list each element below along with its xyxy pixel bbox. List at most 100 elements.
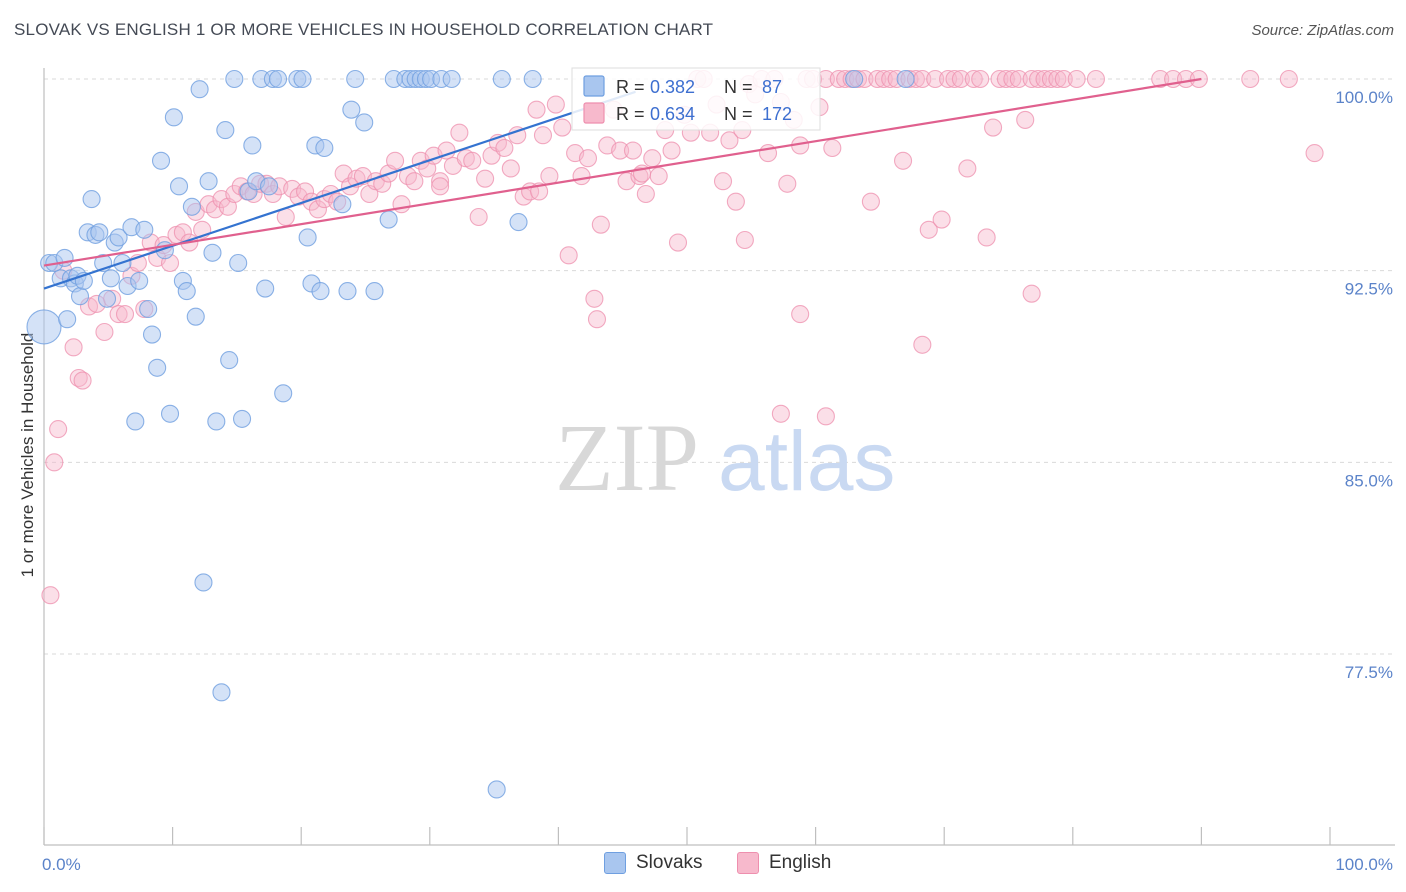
slovaks-point [509,213,528,232]
english-point [958,159,977,178]
english-point [508,126,527,145]
english-point [1086,69,1105,89]
english-point [623,141,643,160]
english-point [893,151,913,170]
gridlines [44,78,1395,655]
english-point [868,69,887,89]
slovaks-point [109,228,128,247]
english-point [546,95,565,114]
english-point [450,123,469,142]
english-point [643,149,662,168]
slovaks-point [365,282,384,301]
english-point [1241,69,1260,89]
english-point [919,220,938,239]
slovaks-point [169,177,189,196]
slovaks-point [342,100,361,119]
slovaks-point [177,282,196,301]
chart-title: SLOVAK VS ENGLISH 1 OR MORE VEHICLES IN … [14,20,714,39]
english-point [405,172,424,191]
watermark: ZIP atlas [555,404,895,511]
english-point [115,305,135,324]
english-point [591,215,610,234]
stats-swatch-slovaks [583,75,605,97]
english-point [951,69,970,89]
english-point [1305,144,1324,163]
english-point [95,322,114,342]
slovaks-point [256,279,275,298]
english-point [932,210,951,229]
legend-item-slovaks[interactable]: Slovaks [604,852,703,874]
english-point [1022,69,1041,89]
slovaks-trendline [43,90,636,290]
slovaks-point [492,69,511,89]
english-point [996,69,1015,89]
slovaks-point [333,195,352,214]
x-tick-label-1: 100.0% [1335,855,1393,874]
english-point [977,228,996,247]
source-label: Source: ZipAtlas.com [1251,22,1394,39]
english-point [1016,110,1035,129]
trendlines [43,77,1202,290]
slovaks-point [142,325,162,344]
slovaks-point [139,299,158,319]
axes [43,68,1395,846]
legend-swatch-english [737,852,759,874]
slovaks-point [82,190,101,209]
english-point [1279,69,1298,89]
english-point [778,174,797,193]
english-points [41,69,1324,605]
english-point [109,305,128,324]
english-point [971,69,990,89]
slovaks-point [896,69,915,89]
slovaks-point [232,409,252,428]
english-point [611,141,630,160]
slovaks-point [212,683,231,702]
english-point [636,184,655,204]
slovaks-point [355,113,374,132]
slovaks-point [90,223,109,242]
english-point [823,138,842,158]
english-point [964,69,983,89]
english-point [308,200,327,219]
english-point [296,182,315,201]
slovaks-point [315,138,334,158]
stats-legend: R = 0.382 N = 87 R = 0.634 N = 172 [571,67,821,131]
slovaks-point [164,108,183,127]
legend-label-english: English [769,852,832,873]
slovaks-point [523,69,542,89]
english-point [501,159,520,178]
english-point [49,420,68,439]
slovaks-point [225,69,244,89]
english-point [720,131,739,150]
english-point [1009,69,1028,89]
english-point [469,207,488,227]
slovaks-point [259,177,279,196]
english-point [874,69,893,89]
slovaks-point [97,289,117,308]
english-point [437,141,456,160]
x-tick-labels: 0.0% 100.0% [42,855,1393,874]
slovaks-point [194,573,213,592]
english-point [585,289,604,308]
english-point [771,404,790,423]
legend-label-slovaks: Slovaks [636,852,703,873]
slovaks-point [229,253,248,273]
slovaks-point [293,69,312,89]
english-point [662,141,681,160]
english-point [1067,69,1086,89]
english-point [533,126,553,145]
slovaks-point [101,269,120,288]
y-tick-label-0: 100.0% [1335,88,1393,107]
stats-swatch-english [583,102,605,124]
english-point [476,169,495,188]
stats-r-label-slovaks: R = [616,77,645,97]
x-tick-label-0: 0.0% [42,855,81,874]
english-point [791,305,810,324]
slovaks-point [298,228,317,247]
stats-r-value-english: 0.634 [650,104,695,124]
slovaks-point [160,404,180,423]
stats-r-value-slovaks: 0.382 [650,77,695,97]
slovaks-point [26,309,62,345]
legend-item-english[interactable]: English [737,852,831,874]
